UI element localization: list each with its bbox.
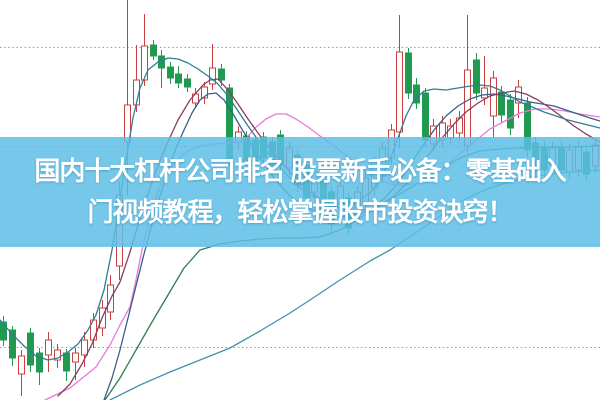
candle-body-down xyxy=(405,52,412,94)
candle-body-down xyxy=(9,329,16,359)
candle-body-down xyxy=(36,352,43,373)
candle-body-down xyxy=(507,99,514,129)
candle-body-down xyxy=(473,59,480,94)
candle-body-up xyxy=(396,51,403,133)
candle-body-down xyxy=(498,91,505,116)
candle-body-up xyxy=(18,355,25,375)
candle-body-down xyxy=(150,44,157,57)
candle-body-up xyxy=(490,77,497,117)
candle-body-up xyxy=(45,339,52,356)
candle-body-down xyxy=(422,92,429,141)
banner-text-line2: 门视频教程，轻松掌握股市投资诀窍！ xyxy=(87,197,513,227)
candle-body-up xyxy=(515,86,522,104)
candle-body-down xyxy=(175,73,182,84)
candle-body-up xyxy=(72,352,79,363)
candle-body-up xyxy=(209,67,216,85)
ma-magenta xyxy=(44,108,600,400)
candle-body-up xyxy=(201,86,208,99)
banner-text-line1: 国内十大杠杆公司排名 股票新手必备：零基础入 xyxy=(34,156,566,186)
candle-body-down xyxy=(413,84,420,104)
candle-body-down xyxy=(218,68,225,81)
candle-body-down xyxy=(167,66,174,79)
candle-body-up xyxy=(54,349,61,361)
promo-banner-overlay: 国内十大杠杆公司排名 股票新手必备：零基础入 门视频教程，轻松掌握股市投资诀窍！ xyxy=(0,137,600,247)
candle-body-down xyxy=(63,352,70,372)
candle-body-up xyxy=(481,87,488,99)
candle-body-down xyxy=(184,78,191,88)
candle-body-up xyxy=(81,339,88,356)
candle-body-down xyxy=(0,321,7,341)
candle-body-up xyxy=(141,45,148,81)
candle-body-up xyxy=(464,69,471,147)
